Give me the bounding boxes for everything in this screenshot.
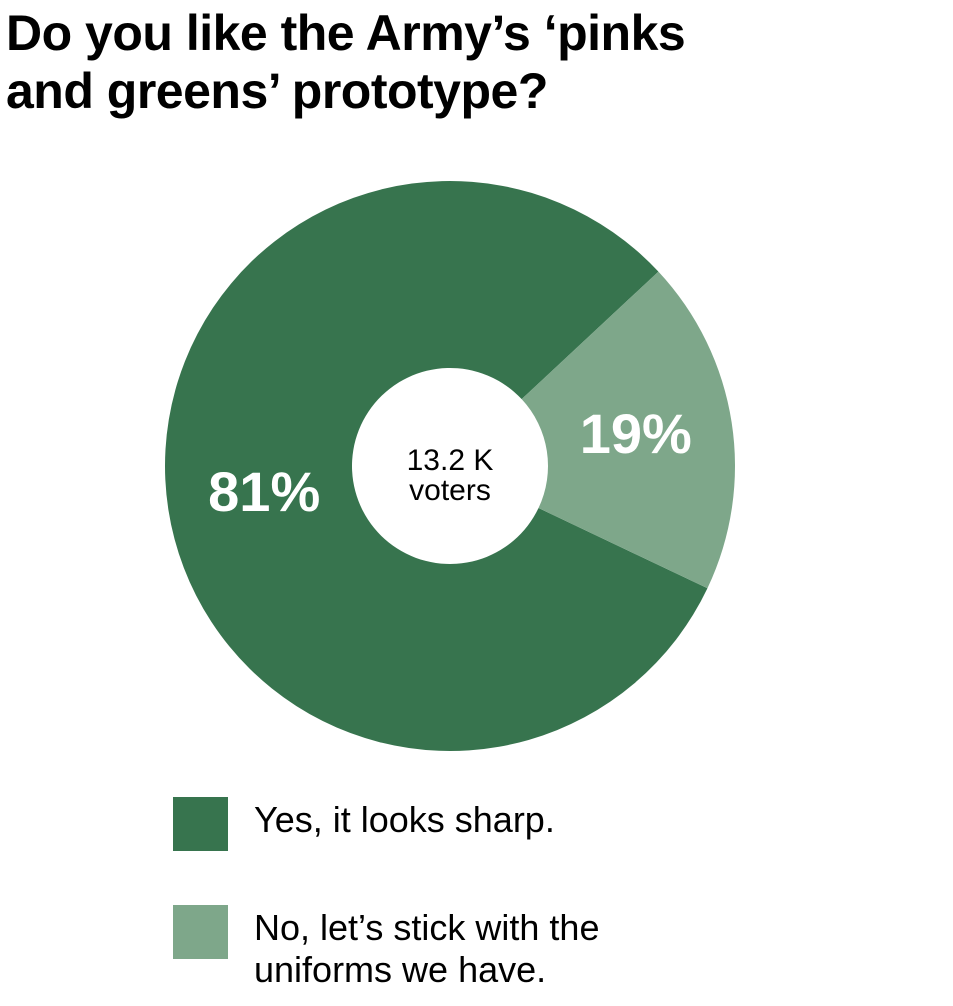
legend-swatch [173, 905, 228, 959]
legend-item: Yes, it looks sharp. [173, 797, 734, 851]
legend-label: Yes, it looks sharp. [254, 799, 555, 840]
slice-label: 81% [208, 460, 320, 523]
donut-slice [165, 180, 708, 751]
center-label: voters [409, 474, 491, 507]
chart-title: Do you like the Army’s ‘pinks and greens… [6, 5, 686, 119]
center-label: 13.2 K [407, 444, 494, 477]
legend-swatch [173, 797, 228, 851]
slice-label: 19% [580, 402, 692, 465]
donut-slice [521, 271, 736, 589]
legend-label: No, let’s stick with the uniforms we hav… [254, 907, 600, 990]
legend-item: No, let’s stick with the uniforms we hav… [173, 905, 734, 991]
